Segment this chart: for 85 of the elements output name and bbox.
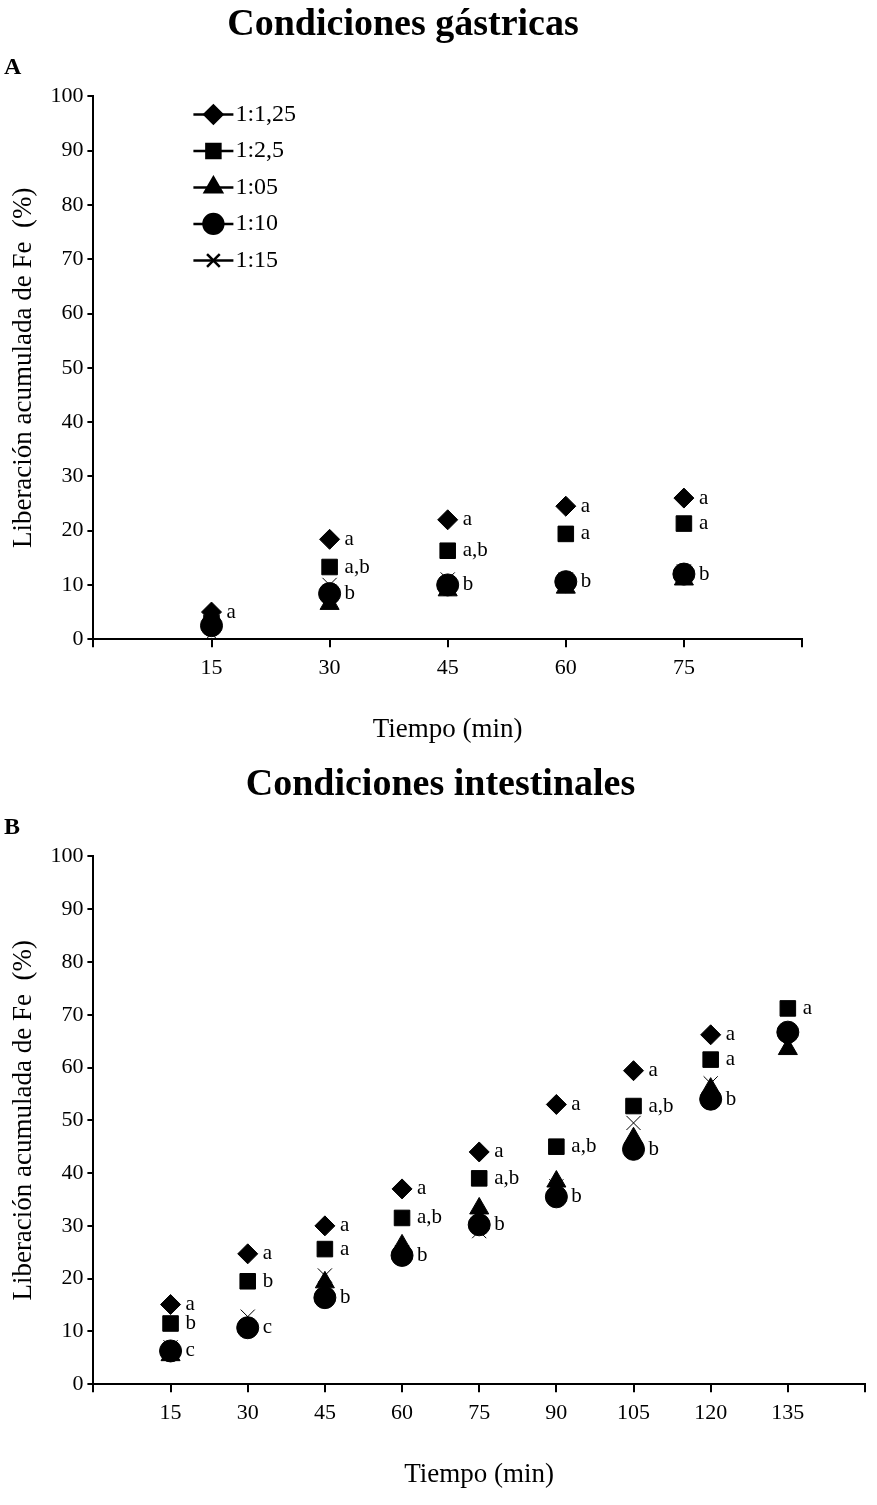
annotation: a xyxy=(571,1090,582,1115)
annotation: b xyxy=(571,1183,582,1208)
y-tick-label: 10 xyxy=(61,1317,84,1343)
annotation: a xyxy=(802,994,813,1019)
y-tick-label: 90 xyxy=(61,894,84,920)
y-tick-label: 10 xyxy=(61,570,84,596)
annotation: a,b xyxy=(571,1133,597,1158)
chart-subtitle: B xyxy=(4,813,21,840)
annotation: b xyxy=(344,580,356,605)
x-tick-label: 30 xyxy=(236,1399,259,1425)
x-tick-label: 90 xyxy=(545,1399,568,1425)
x-tick-label: 60 xyxy=(391,1399,414,1425)
annotation: b xyxy=(462,571,474,596)
y-tick-label: 30 xyxy=(61,462,84,488)
annotation: a xyxy=(580,520,591,545)
y-axis-title: Liberación acumulada de Fe (%) xyxy=(7,187,38,549)
annotation: a xyxy=(262,1240,273,1265)
annotation: a xyxy=(725,1021,736,1046)
annotation: a xyxy=(648,1057,659,1082)
annotation: a xyxy=(462,506,473,531)
y-tick-label: 50 xyxy=(61,353,84,379)
x-tick-label: 105 xyxy=(617,1399,651,1425)
y-tick-label: 80 xyxy=(61,190,84,216)
y-tick-label: 90 xyxy=(61,136,84,162)
annotation: c xyxy=(185,1337,195,1362)
annotation: a,b xyxy=(648,1092,674,1117)
annotation: b xyxy=(698,560,710,585)
legend-label: 1:1,25 xyxy=(235,99,297,126)
annotation: a,b xyxy=(462,537,488,562)
annotation: a xyxy=(344,525,355,550)
annotation: a xyxy=(580,492,591,517)
y-tick-label: 40 xyxy=(61,1158,84,1184)
x-tick-label: 30 xyxy=(318,654,341,680)
x-tick-label: 120 xyxy=(694,1399,728,1425)
y-tick-label: 70 xyxy=(61,1000,84,1026)
y-tick-label: 100 xyxy=(50,842,84,868)
chart-subtitle: A xyxy=(4,53,22,80)
y-tick-label: 60 xyxy=(61,299,84,325)
x-axis-title: Tiempo (min) xyxy=(404,1457,555,1488)
y-tick-label: 40 xyxy=(61,407,84,433)
chart-title: Condiciones intestinales xyxy=(245,760,636,803)
annotation: a xyxy=(698,510,709,535)
y-tick-label: 20 xyxy=(61,1264,84,1290)
annotation: a,b xyxy=(494,1164,520,1189)
annotation: b xyxy=(339,1284,351,1309)
y-axis-title: Liberación acumulada de Fe (%) xyxy=(7,940,38,1301)
annotation: a xyxy=(417,1175,428,1200)
chart-title: Condiciones gástricas xyxy=(227,0,579,43)
x-tick-label: 60 xyxy=(554,654,577,680)
y-tick-label: 80 xyxy=(61,947,84,973)
legend-label: 1:15 xyxy=(235,245,279,272)
y-tick-label: 20 xyxy=(61,516,84,542)
y-tick-label: 30 xyxy=(61,1211,84,1237)
x-axis-title: Tiempo (min) xyxy=(372,712,523,743)
legend-label: 1:05 xyxy=(235,172,279,199)
legend-label: 1:2,5 xyxy=(235,136,285,163)
x-tick-label: 45 xyxy=(313,1399,336,1425)
annotation: b xyxy=(580,568,592,593)
annotation: a,b xyxy=(417,1204,443,1229)
x-tick-label: 15 xyxy=(159,1399,182,1425)
x-tick-label: 75 xyxy=(468,1399,491,1425)
y-tick-label: 70 xyxy=(61,245,84,271)
annotation: a xyxy=(339,1235,350,1260)
y-tick-label: 50 xyxy=(61,1106,84,1132)
annotation: a xyxy=(226,598,237,623)
x-tick-label: 135 xyxy=(771,1399,805,1425)
annotation: b xyxy=(725,1085,737,1110)
y-tick-label: 60 xyxy=(61,1053,84,1079)
annotation: b xyxy=(262,1267,274,1292)
annotation: b xyxy=(494,1211,505,1236)
annotation: a xyxy=(494,1138,505,1163)
annotation: a xyxy=(339,1212,350,1237)
annotation: b xyxy=(648,1135,660,1160)
y-tick-label: 0 xyxy=(72,1369,84,1395)
annotation: a xyxy=(698,484,709,509)
y-tick-label: 0 xyxy=(72,624,84,650)
annotation: c xyxy=(262,1314,273,1339)
annotation: a xyxy=(725,1046,736,1071)
y-tick-label: 100 xyxy=(50,82,84,108)
x-tick-label: 15 xyxy=(200,654,223,680)
annotation: b xyxy=(417,1241,428,1266)
legend-label: 1:10 xyxy=(235,209,279,236)
x-tick-label: 45 xyxy=(436,654,459,680)
x-tick-label: 75 xyxy=(672,654,695,680)
annotation: a,b xyxy=(344,553,370,578)
